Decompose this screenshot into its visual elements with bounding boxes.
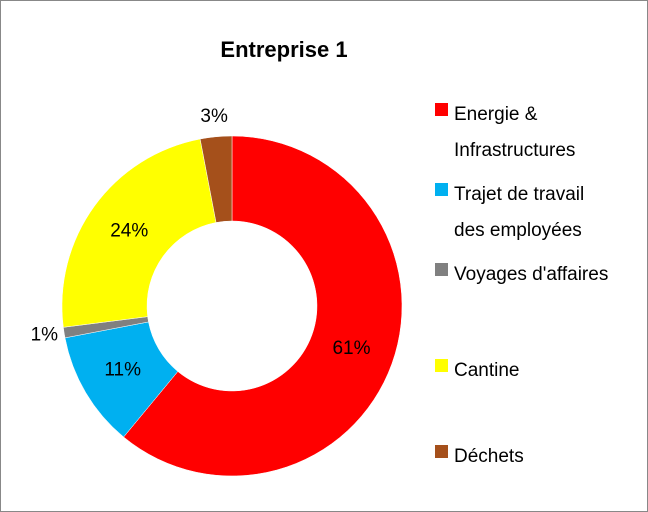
legend-label: Energie & Infrastructures (454, 104, 576, 161)
data-label: 11% (104, 360, 141, 381)
legend-swatch (435, 183, 448, 196)
legend-label: Déchets (454, 446, 524, 467)
slice (123, 135, 403, 477)
legend-swatch (435, 359, 448, 372)
legend-swatch (435, 103, 448, 116)
chart-title: Entreprise 1 (220, 37, 347, 62)
data-label: 24% (110, 220, 148, 241)
data-label: 61% (332, 338, 370, 359)
slice (199, 135, 233, 223)
legend-entry: Trajet de travail des employées (435, 177, 619, 249)
data-label: 1% (31, 325, 59, 346)
legend-swatch (435, 263, 448, 276)
legend-label: Cantine (454, 360, 520, 381)
legend-label: Trajet de travail des employées (454, 184, 585, 241)
legend-entry: Cantine (435, 353, 619, 389)
legend-entry: Déchets (435, 439, 619, 475)
legend-entry: Voyages d'affaires (435, 257, 619, 293)
legend-swatch (435, 445, 448, 458)
legend-entry: Energie & Infrastructures (435, 97, 619, 169)
legend-label: Voyages d'affaires (454, 264, 609, 285)
data-label: 3% (200, 106, 228, 127)
slice (61, 138, 217, 328)
